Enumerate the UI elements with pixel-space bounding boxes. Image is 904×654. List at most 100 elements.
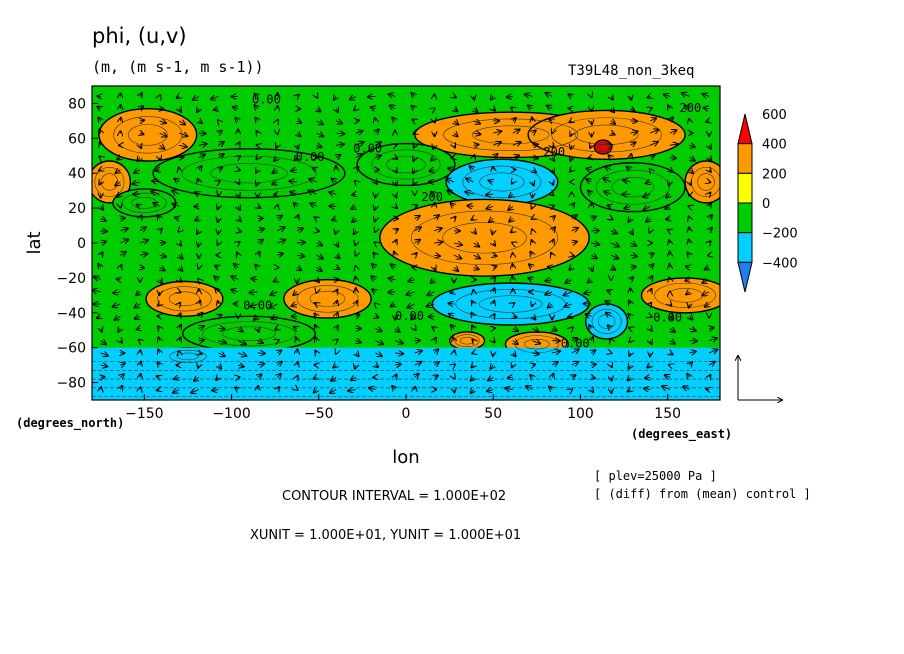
wind-vector (532, 353, 538, 354)
wind-vector (702, 280, 710, 283)
wind-vector (513, 316, 517, 317)
wind-vector (505, 388, 513, 389)
wind-vector (336, 340, 337, 341)
wind-vector (491, 96, 494, 99)
wind-vector (391, 304, 395, 306)
y-unit-label: (degrees_north) (16, 416, 124, 431)
wind-vector (627, 167, 631, 170)
wind-vector (646, 219, 650, 222)
wind-vector (454, 109, 457, 112)
wind-vector (120, 265, 121, 267)
wind-vector (466, 178, 474, 181)
wind-vector (709, 215, 712, 219)
wind-vector (493, 131, 501, 133)
x-tick-label: 150 (654, 406, 681, 422)
wind-vector (572, 327, 573, 328)
wind-vector (552, 182, 553, 185)
wind-vector (238, 231, 241, 232)
wind-vector (650, 155, 654, 157)
wind-vector (549, 119, 552, 121)
wind-vector (179, 109, 181, 112)
y-axis-label: lat (24, 231, 45, 254)
wind-vector (315, 351, 316, 353)
wind-vector (194, 377, 199, 381)
wind-vector (356, 167, 359, 170)
wind-vector (532, 130, 535, 133)
wind-vector (532, 144, 537, 145)
y-tick-label: −40 (56, 306, 86, 322)
wind-vector (453, 243, 462, 245)
wind-vector (702, 292, 710, 296)
wind-vector (552, 374, 553, 378)
wind-vector (179, 325, 181, 329)
wind-vector (569, 267, 571, 269)
wind-vector (100, 231, 107, 232)
wind-vector (199, 340, 204, 341)
wind-vector (434, 267, 435, 270)
contour-line (309, 290, 346, 307)
wind-vector (100, 353, 108, 356)
wind-vector (650, 303, 651, 304)
wind-vector (650, 142, 658, 145)
wind-vector (532, 117, 533, 121)
wind-vector (231, 290, 239, 292)
wind-vector (630, 255, 638, 256)
wind-vector (486, 206, 494, 208)
wind-vector (705, 267, 709, 269)
wind-vector (100, 143, 101, 146)
wind-vector (665, 206, 670, 208)
wind-vector (199, 353, 202, 354)
contour-line (442, 222, 527, 254)
wind-vector (709, 241, 711, 243)
wind-vector (331, 377, 336, 381)
wind-vector (434, 338, 436, 341)
wind-vector (117, 194, 120, 197)
wind-vector (120, 218, 124, 219)
wind-vector (336, 109, 338, 113)
wind-vector (277, 387, 279, 389)
contour-label: 0.00 (243, 298, 272, 312)
wind-vector (257, 364, 265, 365)
wind-vector (375, 303, 376, 304)
wind-vector (552, 194, 553, 195)
chart-title: phi, (u,v) (92, 24, 187, 48)
contour-label: 0.00 (252, 92, 281, 106)
wind-vector (668, 230, 670, 231)
wind-vector (643, 206, 651, 210)
wind-vector (120, 240, 128, 243)
wind-vector (238, 142, 240, 145)
wind-vector (296, 338, 297, 341)
wind-vector (120, 374, 124, 377)
wind-vector (431, 192, 434, 194)
wind-vector (509, 219, 513, 222)
colorbar-segment (737, 261, 753, 293)
wind-vector (470, 166, 474, 169)
wind-vector (709, 145, 711, 149)
wind-vector (215, 266, 219, 268)
wind-vector (454, 145, 455, 147)
wind-vector (591, 377, 595, 378)
plev-note: [ plev=25000 Pa ] (594, 469, 717, 483)
wind-vector (608, 325, 611, 328)
wind-vector (394, 252, 395, 256)
wind-vector (473, 133, 481, 134)
wind-vector (375, 206, 376, 210)
wind-vector (611, 377, 612, 380)
wind-vector (373, 253, 375, 255)
wind-vector (296, 228, 303, 230)
wind-vector (552, 328, 557, 330)
wind-vector (336, 313, 337, 317)
wind-vector (390, 105, 395, 108)
wind-vector (375, 316, 378, 317)
contour-interval: CONTOUR INTERVAL = 1.000E+02 (282, 489, 507, 504)
wind-vector (257, 229, 264, 231)
wind-vector (297, 121, 301, 123)
wind-vector (277, 253, 283, 255)
wind-vector (586, 179, 591, 182)
wind-vector (493, 288, 494, 292)
wind-vector (199, 301, 201, 304)
wind-vector (179, 145, 187, 147)
wind-vector (669, 240, 670, 243)
wind-vector (352, 194, 356, 195)
wind-vector (513, 118, 516, 121)
